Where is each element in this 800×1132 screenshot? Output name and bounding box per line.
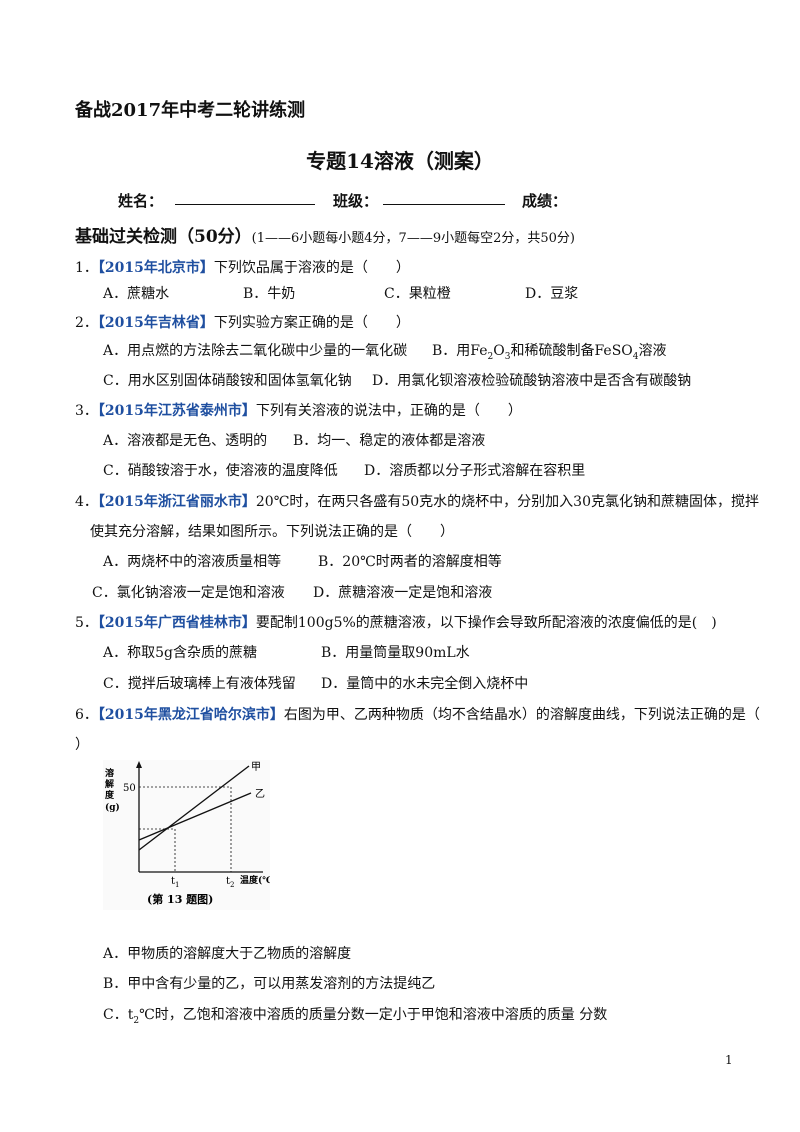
question-source: 【2015年江苏省泰州市】	[97, 403, 256, 419]
curve-yi-label: 乙	[255, 788, 265, 800]
question-3: 3．【2015年江苏省泰州市】下列有关溶液的说法中，正确的是（ ）	[75, 403, 522, 419]
question-6: 6．【2015年黑龙江省哈尔滨市】右图为甲、乙两种物质（均不含结晶水）的溶解度曲…	[75, 707, 760, 723]
option: B．20℃时两者的溶解度相等	[318, 554, 502, 570]
curve-yi	[138, 792, 252, 841]
option: D．豆浆	[525, 286, 579, 302]
solubility-chart: 溶 解 度 (g) 50 甲 乙 t1 t2 温度(℃) (第 13 题图)	[105, 761, 277, 906]
solubility-figure: 溶 解 度 (g) 50 甲 乙 t1 t2 温度(℃) (第 13 题图)	[103, 760, 277, 910]
score-label: 成绩：	[522, 192, 568, 210]
section-note: (1——6小题每小题4分，7——9小题每空2分，共50分)	[251, 231, 575, 246]
ylabel-1: 溶	[105, 767, 114, 779]
option: B．牛奶	[243, 286, 296, 302]
question-source: 【2015年北京市】	[97, 260, 214, 276]
question-source: 【2015年浙江省丽水市】	[97, 494, 256, 510]
class-blank	[383, 190, 505, 205]
option: A．甲物质的溶解度大于乙物质的溶解度	[103, 946, 352, 962]
ylabel-2: 解	[105, 778, 114, 790]
option: C．氯化钠溶液一定是饱和溶液	[92, 585, 285, 601]
section-header: 基础过关检测（50分）(1——6小题每小题4分，7——9小题每空2分，共50分)	[75, 222, 575, 247]
option: B．甲中含有少量的乙，可以用蒸发溶剂的方法提纯乙	[103, 976, 436, 992]
option: A．称取5g含杂质的蔗糖	[103, 645, 257, 661]
series-title: 备战2017年中考二轮讲练测	[75, 100, 306, 121]
ylabel-3: 度	[105, 789, 115, 801]
option: C．果粒橙	[384, 286, 451, 302]
question-source: 【2015年广西省桂林市】	[97, 615, 256, 631]
option: D．量筒中的水未完全倒入烧杯中	[321, 676, 529, 692]
question-5: 5．【2015年广西省桂林市】要配制100g5%的蔗糖溶液，以下操作会导致所配溶…	[75, 615, 717, 631]
question-4: 4．【2015年浙江省丽水市】20℃时，在两只各盛有50克水的烧杯中，分别加入3…	[75, 494, 759, 510]
question-4-cont: 使其充分溶解，结果如图所示。下列说法正确的是（ ）	[90, 524, 454, 540]
option: A．蔗糖水	[103, 286, 170, 302]
option: A．溶液都是无色、透明的	[103, 433, 268, 449]
name-blank	[175, 190, 315, 205]
question-source: 【2015年吉林省】	[97, 315, 214, 331]
curve-jia	[138, 765, 250, 851]
tick-t1: t1	[171, 876, 180, 889]
figure-caption: (第 13 题图)	[147, 892, 213, 906]
option: D．溶质都以分子形式溶解在容积里	[364, 463, 586, 479]
ylabel-4: (g)	[105, 802, 120, 813]
option: C．t2℃时，乙饱和溶液中溶质的质量分数一定小于甲饱和溶液中溶质的质量 分数	[103, 1007, 608, 1026]
option: B．用量筒量取90mL水	[321, 645, 470, 661]
name-label: 姓名：	[118, 192, 164, 210]
option: A．用点燃的方法除去二氧化碳中少量的一氧化碳	[103, 343, 408, 359]
tick-50: 50	[123, 783, 136, 794]
question-2: 2．【2015年吉林省】下列实验方案正确的是（ ）	[75, 315, 410, 331]
page-title: 专题14溶液（测案）	[306, 149, 494, 173]
tick-t2: t2	[226, 876, 235, 889]
option: B．用Fe2O3和稀硫酸制备FeSO4溶液	[432, 343, 667, 362]
question-6-cont: ）	[75, 737, 89, 753]
class-label: 班级：	[333, 192, 379, 210]
option: D．蔗糖溶液一定是饱和溶液	[313, 585, 493, 601]
xlabel: 温度(℃)	[240, 874, 270, 886]
option: D．用氯化钡溶液检验硫酸钠溶液中是否含有碳酸钠	[372, 373, 692, 389]
page-number: 1	[725, 1053, 733, 1067]
option: B．均一、稳定的液体都是溶液	[293, 433, 486, 449]
option: A．两烧杯中的溶液质量相等	[103, 554, 282, 570]
section-title: 基础过关检测（50分）	[75, 227, 252, 247]
question-1: 1．【2015年北京市】下列饮品属于溶液的是（ ）	[75, 260, 410, 276]
option: C．硝酸铵溶于水，使溶液的温度降低	[103, 463, 338, 479]
option: C．搅拌后玻璃棒上有液体残留	[103, 676, 296, 692]
option: C．用水区别固体硝酸铵和固体氢氧化钠	[103, 373, 352, 389]
y-axis-arrow	[136, 761, 142, 768]
question-source: 【2015年黑龙江省哈尔滨市】	[97, 707, 284, 723]
curve-jia-label: 甲	[251, 762, 261, 773]
